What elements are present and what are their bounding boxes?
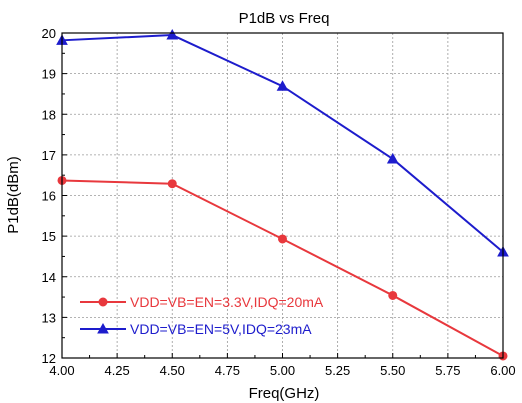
y-tick-label: 20 [42, 26, 56, 41]
legend-marker [97, 322, 109, 334]
y-tick-label: 18 [42, 107, 56, 122]
y-axis-title: P1dB(dBm) [5, 156, 22, 234]
series-2-point [166, 29, 179, 40]
chart-title: P1dB vs Freq [239, 10, 330, 27]
series-2-point [276, 80, 289, 91]
series-1-point [167, 179, 177, 189]
y-tick-label: 13 [42, 310, 56, 325]
x-tick-label: 4.00 [49, 363, 74, 378]
x-axis-title: Freq(GHz) [249, 385, 320, 402]
x-tick-label: 6.00 [490, 363, 515, 378]
x-tick-label: 5.00 [270, 363, 295, 378]
series-1-point [388, 290, 398, 300]
legend-marker [98, 297, 108, 307]
x-tick-label: 4.50 [160, 363, 185, 378]
legend-label: VDD=VB=EN=3.3V,IDQ=20mA [130, 294, 324, 310]
legend: VDD=VB=EN=3.3V,IDQ=20mA VDD=VB=EN=5V,IDQ=… [80, 294, 324, 337]
x-tick-label: 4.75 [215, 363, 240, 378]
axis-ticks: 4.00 4.25 4.50 4.75 5.00 5.25 5.50 5.75 6.00 12 13… [42, 26, 516, 378]
series-2-line [61, 34, 504, 253]
series-2-point [386, 152, 399, 164]
series-1 [57, 175, 508, 361]
series-layer [56, 29, 509, 361]
x-tick-label: 5.75 [435, 363, 460, 378]
y-tick-label: 12 [42, 351, 56, 366]
y-tick-label: 14 [42, 270, 56, 285]
y-tick-label: 17 [42, 148, 56, 163]
legend-item-2: VDD=VB=EN=5V,IDQ=23mA [80, 321, 312, 337]
legend-item-1: VDD=VB=EN=3.3V,IDQ=20mA [80, 294, 324, 310]
x-tick-label: 4.25 [104, 363, 129, 378]
x-tick-label: 5.25 [325, 363, 350, 378]
y-tick-label: 15 [42, 229, 56, 244]
y-tick-label: 19 [42, 67, 56, 82]
legend-label: VDD=VB=EN=5V,IDQ=23mA [130, 321, 312, 337]
series-1-point [278, 234, 287, 244]
x-tick-label: 5.50 [380, 363, 405, 378]
y-tick-label: 16 [42, 189, 56, 204]
